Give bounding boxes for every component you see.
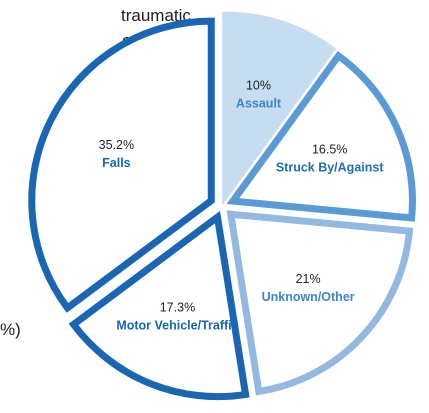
pie-slice-assault	[222, 11, 337, 206]
pie-value-label-motor-vehicle-traffic: 17.3%	[160, 300, 195, 314]
pie-slice-unknown-other	[226, 210, 414, 396]
pie-category-label-unknown-other: Unknown/Other	[262, 290, 355, 304]
pie-value-label-struck-by-against: 16.5%	[312, 142, 347, 156]
pie-category-label-assault: Assault	[236, 97, 282, 111]
text-fragment-1: traumatic	[121, 6, 191, 25]
text-fragment-4: %)	[0, 320, 21, 339]
pie-value-label-assault: 10%	[246, 79, 271, 93]
pie-slice-falls	[28, 17, 215, 313]
pie-category-label-motor-vehicle-traffic: Motor Vehicle/Traffic	[116, 318, 238, 332]
pie-value-label-unknown-other: 21%	[296, 272, 321, 286]
pie-slice-motor-vehicle-traffic	[68, 210, 250, 401]
pie-category-label-struck-by-against: Struck By/Against	[276, 160, 385, 174]
pie-slice-struck-by-against	[226, 50, 416, 222]
pie-category-label-falls: Falls	[102, 156, 131, 170]
pie-value-label-falls: 35.2%	[99, 138, 134, 152]
